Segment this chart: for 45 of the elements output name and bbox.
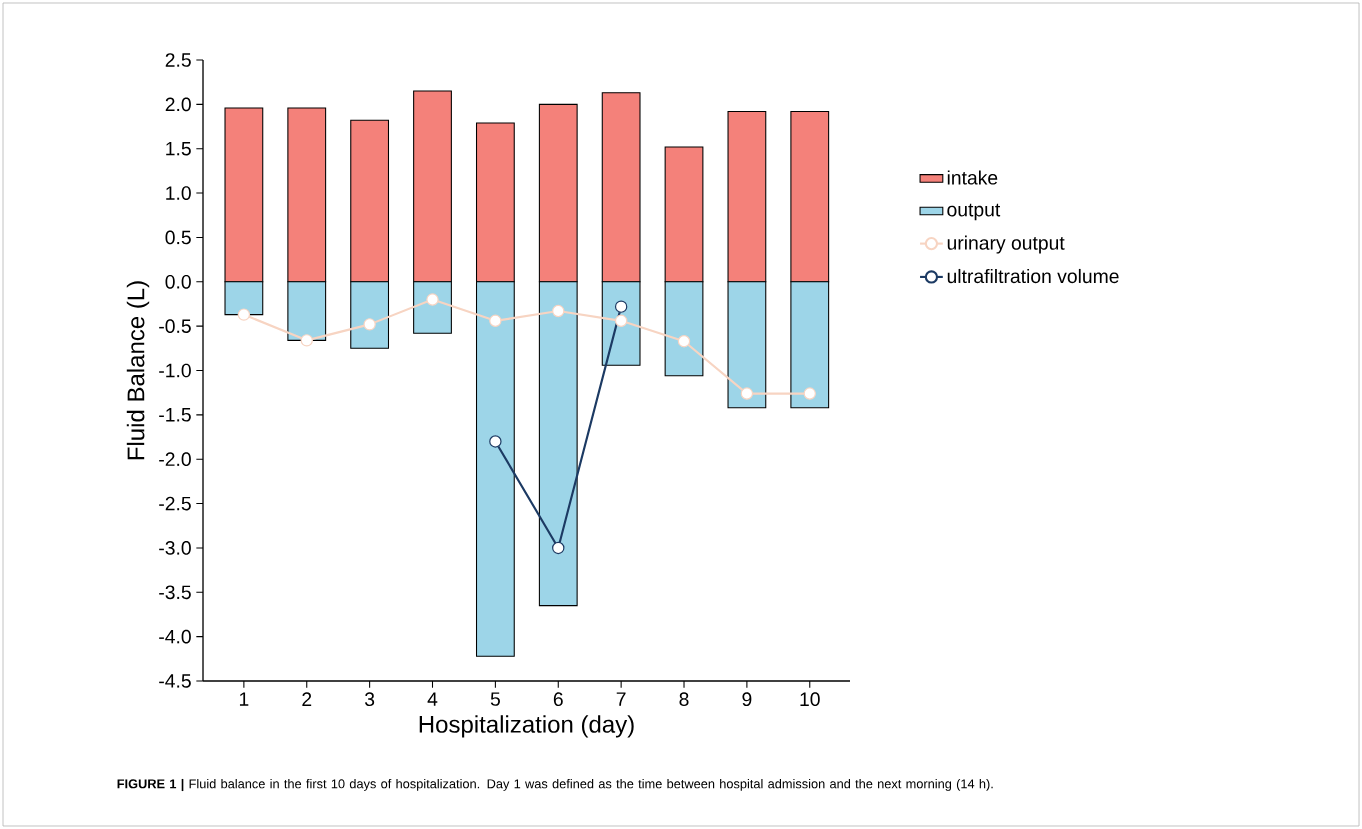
y-tick-label: 1.5 xyxy=(166,141,191,156)
y-tick-label: -3.5 xyxy=(159,585,191,600)
y-tick-label: 0.5 xyxy=(165,230,191,245)
x-tick-label: 3 xyxy=(364,692,375,707)
x-tick-label: 4 xyxy=(427,692,438,706)
y-tick-label: -3.0 xyxy=(159,541,191,555)
legend-label: intake xyxy=(947,170,998,185)
point xyxy=(552,304,565,318)
x-axis-title: Hospitalization (day) xyxy=(419,715,634,738)
y-tick-label: -2.0 xyxy=(159,452,191,467)
x-tick-label: 1 xyxy=(239,692,249,706)
text: FIGURE 1 | Fluid balance in the first 10 days of hospitalization. Day 1 was defined as the time between hospital admission and the next morning (14 h). xyxy=(117,778,993,792)
point xyxy=(489,435,502,448)
x-tick-label: 6 xyxy=(553,692,563,707)
point xyxy=(300,334,313,347)
point xyxy=(614,314,628,328)
x-tick-label: 8 xyxy=(679,692,689,707)
point xyxy=(740,387,754,400)
y-tick-label: 2.5 xyxy=(165,53,191,67)
point xyxy=(614,300,628,313)
y-tick-label: 0.0 xyxy=(165,274,191,289)
x-tick-label: 2 xyxy=(302,692,312,706)
y-tick-label: 1.0 xyxy=(166,186,191,200)
x-tick-label: 9 xyxy=(742,692,752,707)
x-tick-label: 5 xyxy=(490,692,500,706)
y-axis-title: Fluid Balance (L) xyxy=(126,281,150,460)
point xyxy=(237,308,251,321)
legend-label: ultrafiltration volume xyxy=(947,268,1119,284)
point xyxy=(489,314,502,328)
point xyxy=(803,387,816,400)
legend-label: urinary output xyxy=(947,235,1065,254)
x-tick-label: 7 xyxy=(616,692,626,706)
y-tick-label: -4.5 xyxy=(159,674,191,688)
y-tick-label: -1.5 xyxy=(159,408,191,422)
y-tick-label: -4.0 xyxy=(159,629,191,644)
y-tick-label: -2.5 xyxy=(159,496,191,511)
x-tick-label: 10 xyxy=(800,692,820,707)
point xyxy=(426,293,439,306)
point xyxy=(363,318,376,331)
legend-label: output xyxy=(947,203,1001,221)
y-tick-label: -1.0 xyxy=(159,363,191,378)
point xyxy=(677,335,691,348)
y-tick-label: -0.5 xyxy=(159,319,191,333)
y-tick-label: 2.0 xyxy=(165,97,191,112)
point xyxy=(552,541,565,555)
